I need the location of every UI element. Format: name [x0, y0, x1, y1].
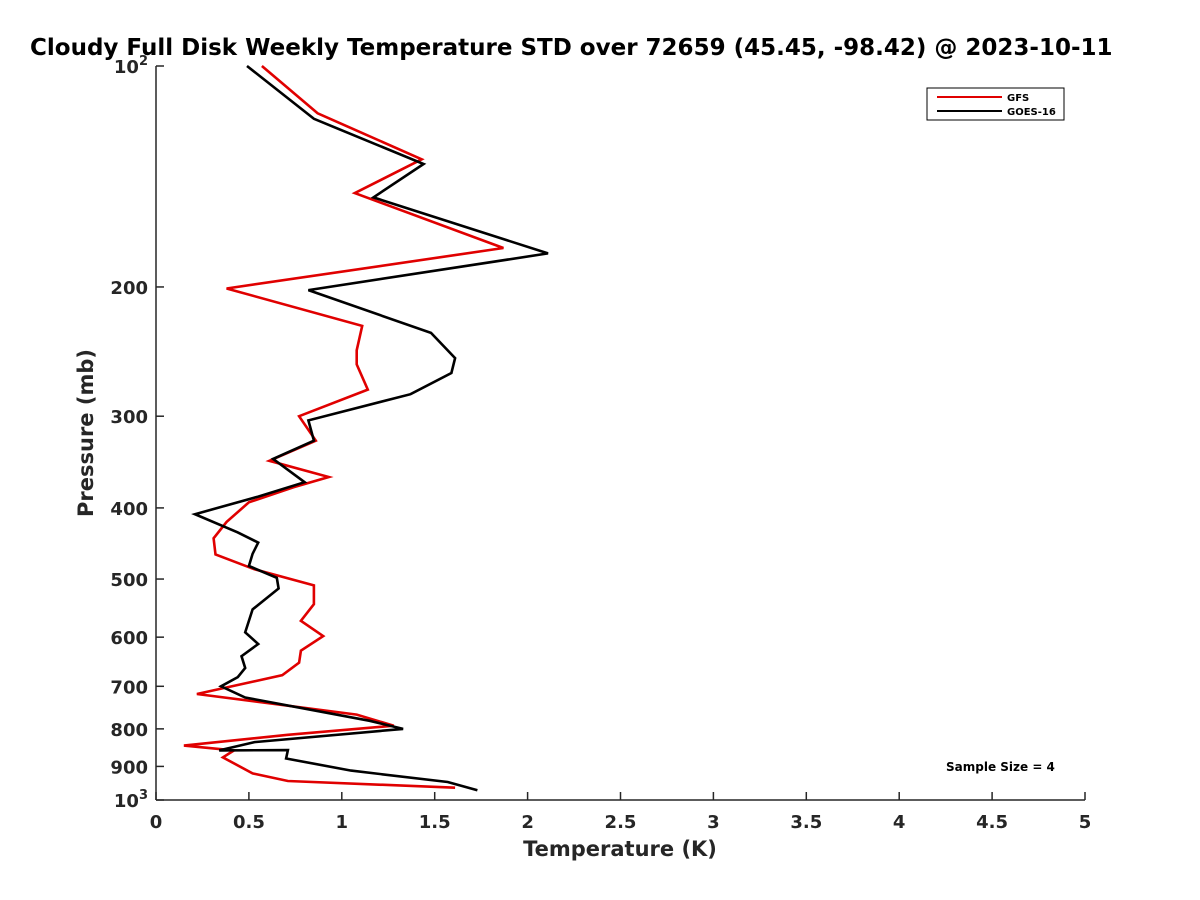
x-tick-label: 4.5 — [976, 812, 1008, 833]
y-tick-label: 103 — [114, 788, 148, 812]
x-ticks: 0 0.5 1 1.5 2 2.5 3 3.5 4 4.5 5 — [150, 792, 1092, 833]
y-tick-label: 700 — [110, 677, 148, 698]
x-tick-label: 3.5 — [790, 812, 822, 833]
x-tick-label: 0 — [150, 812, 163, 833]
x-tick-label: 0.5 — [233, 812, 265, 833]
series-line-gfs — [183, 65, 504, 789]
x-tick-label: 1 — [336, 812, 349, 833]
legend-label-gfs: GFS — [1007, 93, 1029, 104]
y-tick-label: 400 — [110, 499, 148, 520]
y-tick-label: 900 — [110, 757, 148, 778]
x-tick-label: 3 — [707, 812, 720, 833]
chart-title: Cloudy Full Disk Weekly Temperature STD … — [30, 35, 1113, 61]
y-tick-label: 500 — [110, 570, 148, 591]
y-tick-label: 600 — [110, 628, 148, 649]
y-tick-label: 102 — [114, 54, 148, 78]
x-tick-label: 2 — [521, 812, 534, 833]
y-tick-label: 200 — [110, 278, 148, 299]
legend-label-goes-16: GOES-16 — [1007, 107, 1056, 118]
y-tick-label: 800 — [110, 720, 148, 741]
y-tick-label: 300 — [110, 407, 148, 428]
series-layer — [183, 64, 549, 792]
x-axis-label: Temperature (K) — [523, 837, 717, 861]
legend-box — [926, 87, 1065, 121]
series-line-goes-16 — [191, 64, 549, 792]
x-tick-label: 1.5 — [419, 812, 451, 833]
plot-area — [156, 66, 1085, 800]
y-ticks: 102 200 300 400 500 600 700 800 900 103 — [110, 54, 164, 812]
sample-size-annotation: Sample Size = 4 — [946, 760, 1055, 774]
x-tick-label: 5 — [1079, 812, 1092, 833]
x-tick-label: 2.5 — [605, 812, 637, 833]
y-axis-label: Pressure (mb) — [74, 349, 98, 517]
legend: GFS GOES-16 — [926, 87, 1065, 121]
x-tick-label: 4 — [893, 812, 906, 833]
